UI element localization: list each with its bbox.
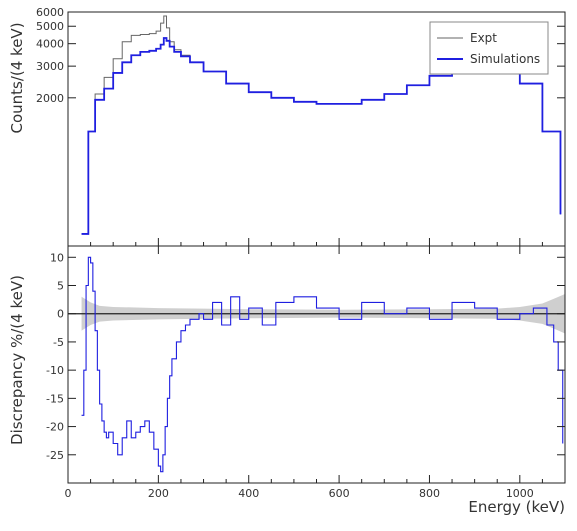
x-axis-label: Energy (keV): [468, 498, 565, 516]
bottom-y-tick-label: -25: [46, 449, 64, 462]
top-y-axis-label: Counts/(4 keV): [8, 22, 26, 133]
x-tick-label: 400: [238, 487, 259, 500]
legend-box: [429, 21, 549, 75]
bottom-y-tick-label: 0: [57, 308, 64, 321]
x-tick-label: 200: [148, 487, 169, 500]
bottom-y-tick-label: -5: [53, 336, 64, 349]
x-tick-label: 600: [329, 487, 350, 500]
bottom-panel: -25 -20 -15 -10 -5 0 5 10 0 200 400 600 800 1000: [46, 245, 566, 500]
x-tick-label: 800: [419, 487, 440, 500]
bottom-y-tick-label: 10: [50, 251, 64, 264]
x-tick-label: 1000: [506, 487, 534, 500]
x-tick-label: 0: [65, 487, 72, 500]
bottom-y-tick-label: 5: [57, 280, 64, 293]
discrepancy-series: [81, 256, 564, 473]
bottom-y-tick-label: -20: [46, 421, 64, 434]
legend-label-expt: Expt: [470, 31, 497, 45]
bottom-y-tick-label: -10: [46, 364, 64, 377]
bottom-y-tick-label: -15: [46, 392, 64, 405]
top-y-tick-label: 2000: [36, 92, 64, 105]
legend: Expt Simulations: [429, 21, 549, 75]
top-y-tick-label: 4000: [36, 38, 64, 51]
bottom-panel-frame: [67, 245, 566, 484]
legend-label-simulations: Simulations: [470, 52, 540, 66]
bottom-y-axis-label: Discrepancy %/(4 keV): [8, 275, 26, 445]
top-y-tick-label: 5000: [36, 20, 64, 33]
top-y-tick-label: 3000: [36, 60, 64, 73]
top-y-tick-label: 6000: [36, 6, 64, 19]
